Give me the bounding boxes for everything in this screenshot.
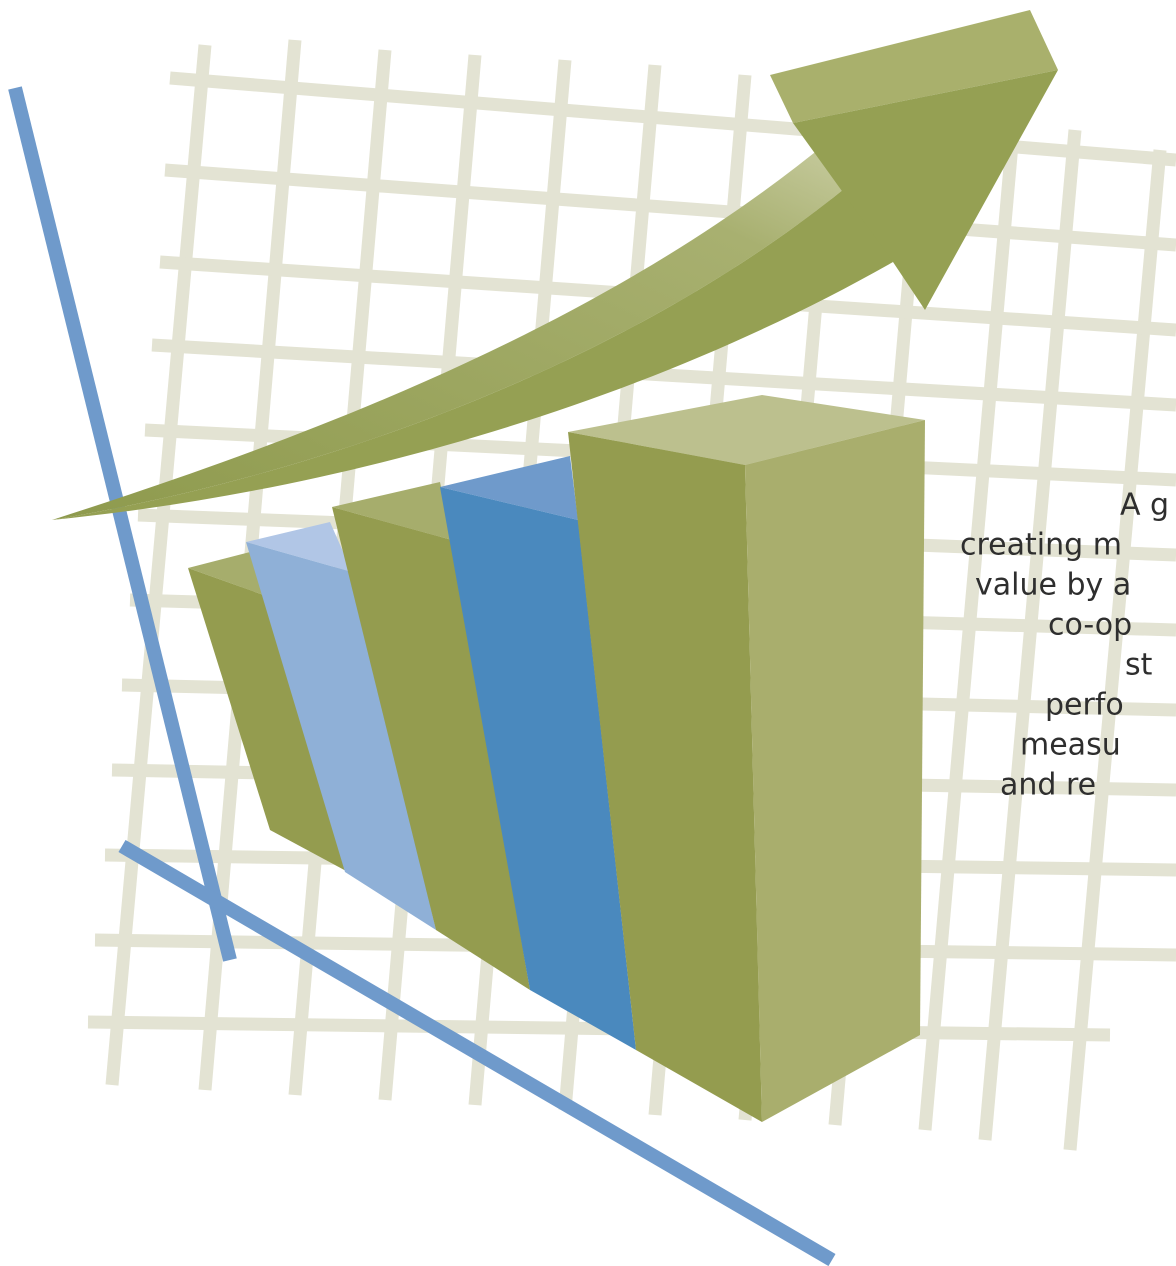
caption-line: st: [1125, 648, 1153, 683]
caption-line: perfo: [1045, 688, 1124, 723]
caption: A g creating m value by a co-op st perfo…: [960, 488, 1169, 803]
caption-line: creating m: [960, 528, 1122, 563]
bars-illustration: [188, 395, 925, 1122]
caption-line: A g: [1120, 488, 1169, 523]
axis-line: [118, 839, 836, 1266]
caption-line: value by a: [975, 568, 1131, 603]
axis-line: [8, 86, 237, 962]
caption-line: co-op: [1048, 608, 1132, 643]
arrow-illustration: [52, 10, 1058, 520]
caption-line: measu: [1020, 728, 1121, 763]
caption-line: and re: [1000, 768, 1096, 803]
